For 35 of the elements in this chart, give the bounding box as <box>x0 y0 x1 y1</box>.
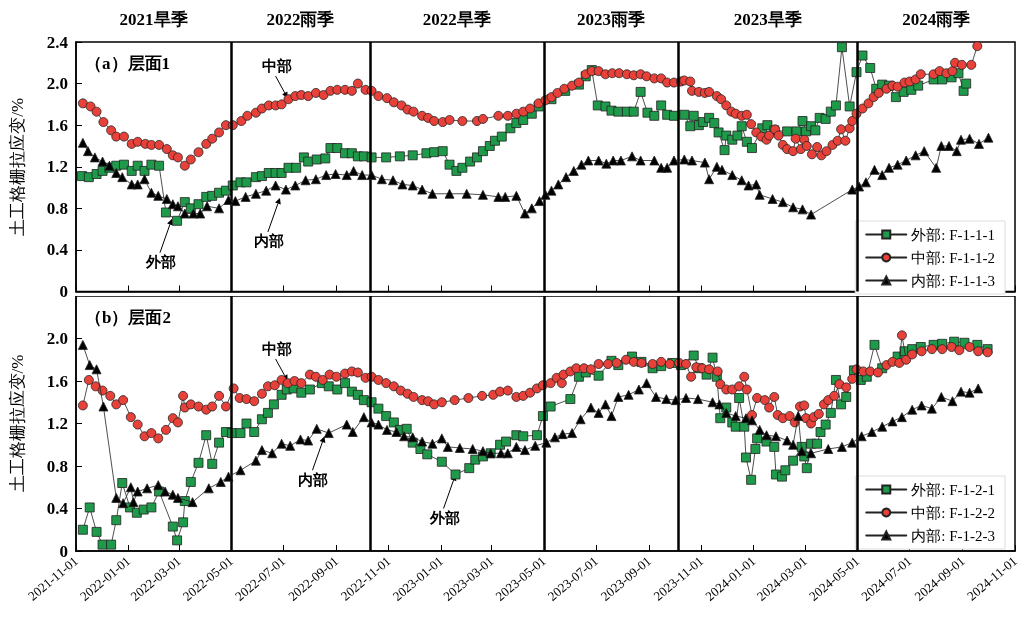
y-axis-title: 土工格栅拉应变/% <box>8 97 27 236</box>
y-tick-label: 0 <box>59 541 68 561</box>
text: 2022雨季 <box>266 10 335 29</box>
legend-label: 内部: F-1-1-3 <box>911 272 995 289</box>
annotation: 内部 <box>298 470 329 488</box>
y-tick-label: 1.2 <box>46 157 68 177</box>
text: 2023雨季 <box>577 10 646 29</box>
legend-label: 外部: F-1-2-1 <box>911 481 995 498</box>
y-tick-label: 0.8 <box>46 198 68 218</box>
y-tick-label: 1.6 <box>46 115 68 135</box>
annotation: 中部 <box>261 56 292 74</box>
legend-label: 内部: F-1-2-3 <box>911 527 995 544</box>
y-tick-label: 0.8 <box>46 456 68 476</box>
legend-label: 外部: F-1-1-1 <box>911 226 995 243</box>
text: （b）层面2 <box>85 308 171 327</box>
y-tick-label: 0.4 <box>46 499 69 518</box>
y-tick-label: 0 <box>59 282 68 301</box>
annotation: 中部 <box>261 339 292 357</box>
y-tick-label: 2.0 <box>46 74 68 94</box>
y-tick-label: 2.0 <box>46 329 68 348</box>
annotation: 外部 <box>144 253 176 271</box>
annotation: 外部 <box>428 509 460 526</box>
y-tick-label: 1.2 <box>46 414 68 433</box>
text: 2022旱季 <box>422 10 491 29</box>
y-tick-label: 1.6 <box>46 371 68 391</box>
legend-label: 中部: F-1-2-2 <box>911 504 995 521</box>
text: 2023旱季 <box>733 10 802 29</box>
y-tick-label: 2.4 <box>46 32 69 52</box>
text: （a）层面1 <box>85 54 170 73</box>
annotation: 内部 <box>253 232 284 250</box>
y-axis-title: 土工格栅拉应变/% <box>8 354 27 493</box>
text: 2024雨季 <box>902 10 971 29</box>
legend-label: 中部: F-1-1-2 <box>911 249 995 266</box>
y-tick-label: 0.4 <box>46 240 69 260</box>
text: 2021旱季 <box>119 10 188 29</box>
